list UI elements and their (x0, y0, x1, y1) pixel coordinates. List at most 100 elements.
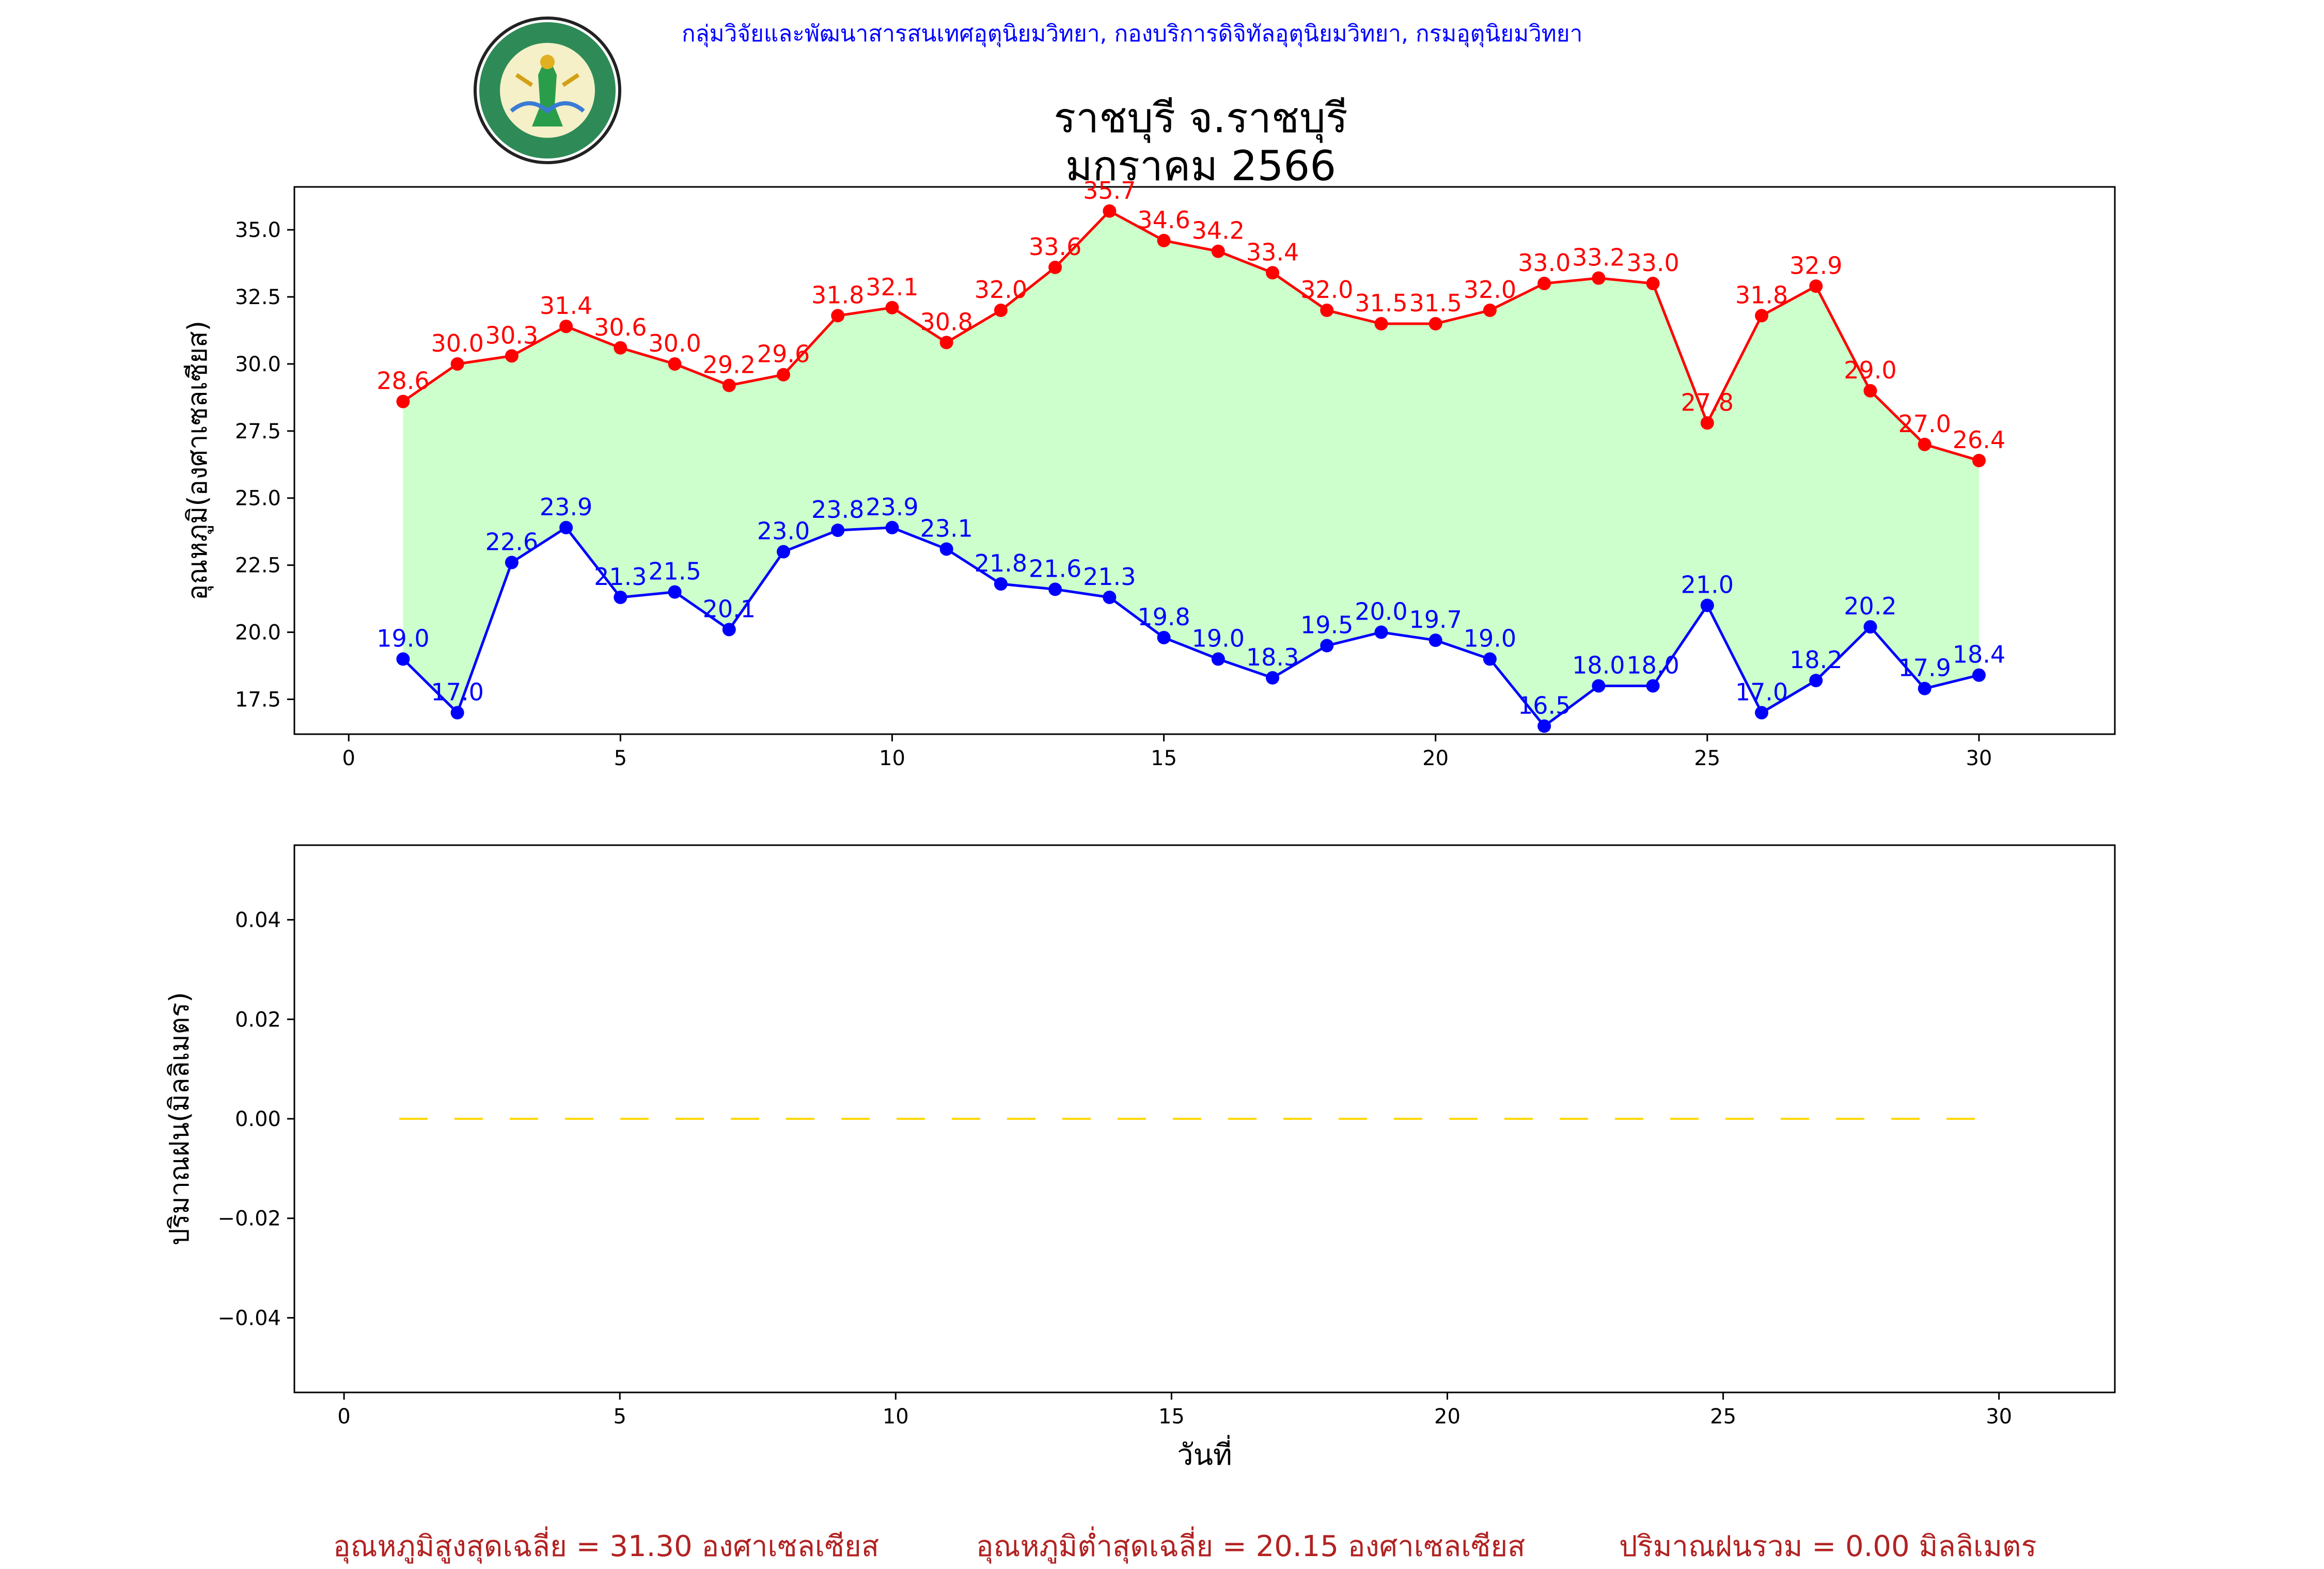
min-point (505, 556, 519, 569)
max-series-line (402, 209, 1980, 462)
max-point (1320, 304, 1334, 318)
max-point (831, 309, 845, 323)
summary-total-rain: ปริมาณฝนรวม = 0.00 มิลลิเมตร (1619, 1530, 2037, 1563)
max-data-label: 31.5 (1355, 289, 1407, 317)
max-point (1537, 277, 1551, 291)
rain-x-tick-label: 0 (337, 1405, 350, 1429)
min-data-label: 21.8 (975, 549, 1027, 577)
rain-y-axis-label: ปริมาณฝน(มิลลิเมตร) (164, 992, 195, 1245)
min-point (1320, 639, 1334, 653)
min-data-label: 23.0 (757, 517, 810, 545)
min-point (994, 577, 1008, 591)
max-data-label: 33.0 (1518, 249, 1571, 277)
min-data-label: 18.3 (1246, 643, 1299, 671)
max-point (1700, 416, 1714, 430)
min-data-label: 19.0 (1192, 625, 1245, 653)
max-data-label: 31.8 (811, 281, 864, 309)
summary-avg-min-temp: อุณหภูมิต่ำสุดเฉลี่ย = 20.15 องศาเซลเซีย… (976, 1530, 1526, 1563)
max-data-label: 32.9 (1789, 251, 1842, 279)
max-point (1592, 271, 1606, 285)
temp-y-tick-label: 25.0 (235, 487, 281, 511)
max-data-label: 30.6 (594, 313, 647, 341)
header-organization-text: กลุ่มวิจัยและพัฒนาสารสนเทศอุตุนิยมวิทยา,… (682, 21, 1583, 47)
min-data-label: 21.0 (1681, 571, 1734, 599)
temp-axes: 0 5 10 15 20 25 30 17.5 20.0 22.5 25.0 27.5 30.0 32.5… (182, 177, 2116, 770)
max-data-label: 30.0 (431, 329, 483, 357)
max-point (1211, 244, 1225, 258)
min-point (559, 520, 573, 534)
chart-title-station: ราชบุรี จ.ราชบุรี (1054, 94, 1348, 142)
min-point (614, 591, 627, 604)
min-data-label: 21.3 (1083, 563, 1136, 591)
min-point (1483, 652, 1497, 666)
chart-title-month: มกราคม 2566 (1065, 142, 1337, 190)
min-data-label: 23.8 (811, 496, 864, 524)
min-point (1266, 671, 1280, 685)
min-data-label: 23.9 (866, 493, 918, 521)
temp-y-axis-label: อุณหภูมิ(องศาเซลเซียส) (182, 321, 214, 600)
rain-x-tick-label: 15 (1158, 1405, 1185, 1429)
max-data-label: 33.0 (1626, 249, 1679, 277)
min-data-label: 21.6 (1029, 554, 1081, 582)
temp-x-tick-label: 0 (342, 747, 355, 770)
rain-axes: 0 5 10 15 20 25 30 −0.04 −0.02 0.00 0.02 0.04 ปริมาณ… (164, 844, 2116, 1472)
temp-y-tick-label: 17.5 (235, 688, 281, 711)
min-data-label: 22.6 (485, 528, 538, 556)
min-point (1157, 630, 1171, 644)
max-data-label: 31.4 (540, 292, 592, 320)
min-point (1918, 682, 1932, 695)
rain-y-tick-label: 0.04 (235, 909, 281, 932)
temp-y-tick-label: 35.0 (235, 218, 281, 242)
min-data-label: 19.8 (1137, 603, 1190, 631)
max-point (396, 394, 410, 408)
min-data-label: 20.1 (703, 595, 756, 623)
max-data-label: 27.8 (1681, 388, 1734, 416)
max-data-label: 33.2 (1572, 244, 1625, 272)
min-data-label: 17.0 (1735, 678, 1788, 706)
min-data-label: 21.5 (648, 558, 701, 585)
max-data-label: 35.7 (1083, 177, 1136, 204)
min-data-label: 18.2 (1789, 646, 1842, 674)
max-data-label: 34.2 (1192, 217, 1245, 245)
max-point (1157, 233, 1171, 247)
min-point (1700, 598, 1714, 612)
summary-avg-max-temp: อุณหภูมิสูงสุดเฉลี่ย = 31.30 องศาเซลเซีย… (333, 1530, 880, 1563)
min-point (1755, 706, 1769, 720)
max-data-label: 29.0 (1844, 356, 1896, 384)
max-data-label: 33.6 (1029, 233, 1081, 261)
min-point (885, 520, 899, 534)
min-data-label: 16.5 (1518, 691, 1571, 719)
rain-x-axis-label: วันที่ (1177, 1435, 1232, 1472)
max-data-label: 32.1 (866, 273, 918, 301)
min-point (1646, 679, 1660, 693)
rain-x-tick-label: 5 (614, 1405, 626, 1429)
max-data-label: 31.8 (1735, 281, 1788, 309)
min-point (1972, 668, 1986, 682)
max-data-label: 31.5 (1409, 289, 1462, 317)
meteorological-department-logo (474, 17, 621, 164)
temp-y-tick-label: 32.5 (235, 286, 281, 309)
min-data-label: 17.9 (1898, 654, 1951, 682)
temp-x-tick-label: 30 (1966, 747, 1992, 770)
max-data-label: 33.4 (1246, 238, 1299, 266)
min-data-label: 23.1 (920, 514, 972, 542)
min-point (396, 652, 410, 666)
rain-y-tick-label: −0.02 (217, 1207, 281, 1231)
min-point (1592, 679, 1606, 693)
min-data-label: 20.2 (1844, 592, 1896, 620)
max-point (1374, 317, 1388, 330)
rain-y-tick-label: 0.02 (235, 1008, 281, 1032)
max-point (1972, 454, 1986, 467)
min-data-label: 21.3 (594, 563, 647, 591)
max-point (559, 320, 573, 334)
min-point (668, 585, 682, 599)
max-point (1428, 317, 1442, 330)
rain-y-tick-label: −0.04 (217, 1306, 281, 1330)
max-data-label: 32.0 (1300, 276, 1353, 304)
temp-y-tick-label: 30.0 (235, 353, 281, 376)
min-point (939, 542, 953, 556)
temperature-range-fill (403, 211, 1979, 726)
max-data-label: 26.4 (1953, 426, 2005, 454)
max-point (1918, 437, 1932, 451)
